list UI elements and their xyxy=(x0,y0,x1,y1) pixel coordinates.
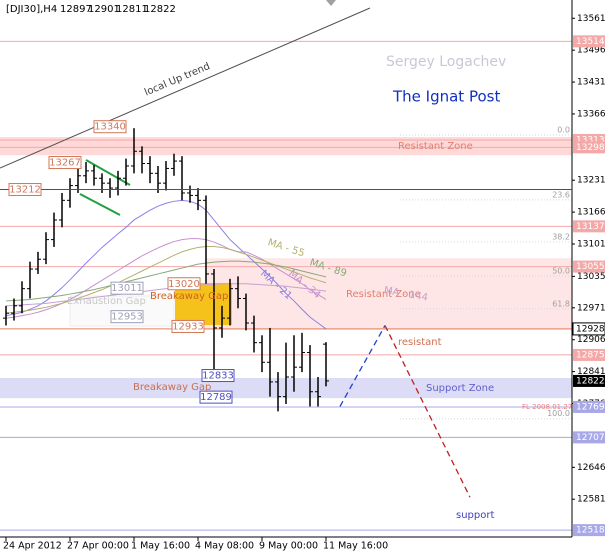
fib-label: 38.2 xyxy=(552,233,570,242)
level-tag xyxy=(573,141,605,154)
fib-label: 23.6 xyxy=(552,190,570,199)
y-tick-label: 12971 xyxy=(577,303,605,313)
y-tick-label: 13035 xyxy=(577,272,605,282)
price-tag-label: 13267 xyxy=(49,158,81,169)
price-tag xyxy=(110,281,144,295)
ma-line xyxy=(5,283,327,307)
header-close: 12822 xyxy=(144,4,176,15)
zone xyxy=(205,258,572,330)
zone-label: Resistant Zone xyxy=(346,289,421,300)
y-tick-label: 13431 xyxy=(577,78,605,88)
x-tick-label: 27 Apr 00:00 xyxy=(67,541,129,552)
x-tick-label: 4 May 08:00 xyxy=(195,541,254,552)
y-tick-label: 13496 xyxy=(577,46,605,56)
author: Sergey Logachev xyxy=(386,54,506,70)
price-tag xyxy=(93,120,127,134)
level-tag xyxy=(573,348,605,361)
annotation: Exhaustion Gap xyxy=(67,296,146,307)
x-tick-label: 9 May 00:00 xyxy=(259,541,318,552)
y-tick-label: 13101 xyxy=(577,240,605,250)
y-tick-label: 12841 xyxy=(577,367,605,377)
annotation: Breakaway Gap xyxy=(133,382,211,393)
zone-label: Support Zone xyxy=(426,383,494,394)
fib-label: 100.0 xyxy=(547,409,570,418)
ma-line xyxy=(5,260,327,302)
y-tick-label: 13166 xyxy=(577,208,605,218)
price-tag-label: 12789 xyxy=(200,392,232,403)
price-tag-label: 12953 xyxy=(111,312,143,323)
level-tag-label: 12769 xyxy=(576,402,605,412)
trend-line xyxy=(0,7,371,169)
zone xyxy=(0,137,572,156)
fib-note: FL 2008.01.27 xyxy=(522,403,572,411)
header-high: 12901 xyxy=(88,4,120,15)
level-tag-label: 13298 xyxy=(576,143,605,153)
price-tag-label: 13212 xyxy=(9,185,41,196)
fib-label: 50.0 xyxy=(552,266,570,275)
y-tick-label: 12906 xyxy=(577,335,605,345)
channel-line xyxy=(79,193,121,216)
level-tag xyxy=(573,220,605,233)
price-tag xyxy=(110,310,144,324)
zone-label: Resistant Zone xyxy=(398,141,473,152)
level-tag-label: 12928 xyxy=(576,324,605,334)
current-price-label: 12822 xyxy=(576,376,605,386)
level-tag-label: 13514 xyxy=(576,37,605,47)
price-tag xyxy=(199,390,233,404)
level-tag xyxy=(573,431,605,444)
annotation: Breakaway Gap xyxy=(150,291,228,302)
projection-line xyxy=(339,325,386,407)
x-tick-label: 11 May 16:00 xyxy=(323,541,388,552)
x-tick-label: 1 May 16:00 xyxy=(131,541,190,552)
projection-line xyxy=(384,325,471,498)
y-tick-label: 12646 xyxy=(577,463,605,473)
price-tag-label: 13011 xyxy=(111,283,143,294)
level-tag xyxy=(573,400,605,413)
fib-label: 0.0 xyxy=(557,126,570,135)
annotation: support xyxy=(456,510,494,521)
header-low: 12811 xyxy=(116,4,148,15)
symbol: [DJI30],H4 xyxy=(6,4,57,15)
price-tag xyxy=(167,277,201,291)
annotation: resistant xyxy=(398,337,442,348)
level-tag-label: 12518 xyxy=(576,526,605,536)
level-tag-label: 12875 xyxy=(576,350,605,360)
y-tick-label: 13366 xyxy=(577,109,605,119)
price-tag xyxy=(171,319,205,333)
x-tick-label: 24 Apr 2012 xyxy=(3,541,62,552)
y-tick-label: 12581 xyxy=(577,495,605,505)
current-price-tag xyxy=(573,374,605,387)
ma-line xyxy=(5,199,327,330)
y-tick-label: 13561 xyxy=(577,14,605,24)
level-tag xyxy=(572,322,605,336)
price-tag-label: 12933 xyxy=(172,321,204,332)
fib-label: 61.8 xyxy=(552,299,570,308)
marker xyxy=(326,0,336,6)
price-tag-label: 13340 xyxy=(94,122,126,133)
level-tag xyxy=(573,524,605,537)
level-tag-label: 13137 xyxy=(576,222,605,232)
price-tag xyxy=(8,183,42,197)
price-tag xyxy=(201,369,235,383)
header-open: 12897 xyxy=(60,4,92,15)
brand: The Ignat Post xyxy=(392,88,500,106)
level-tag-label: 13055 xyxy=(576,262,605,272)
price-tag xyxy=(48,156,82,170)
level-tag xyxy=(573,260,605,273)
level-tag-label: 12707 xyxy=(576,433,605,443)
channel-line xyxy=(85,159,131,186)
level-tag-label: 13313 xyxy=(576,135,605,145)
y-tick-label: 13231 xyxy=(577,176,605,186)
price-tag-label: 12833 xyxy=(202,371,234,382)
price-tag-label: 13020 xyxy=(168,279,200,290)
level-tag xyxy=(573,35,605,48)
